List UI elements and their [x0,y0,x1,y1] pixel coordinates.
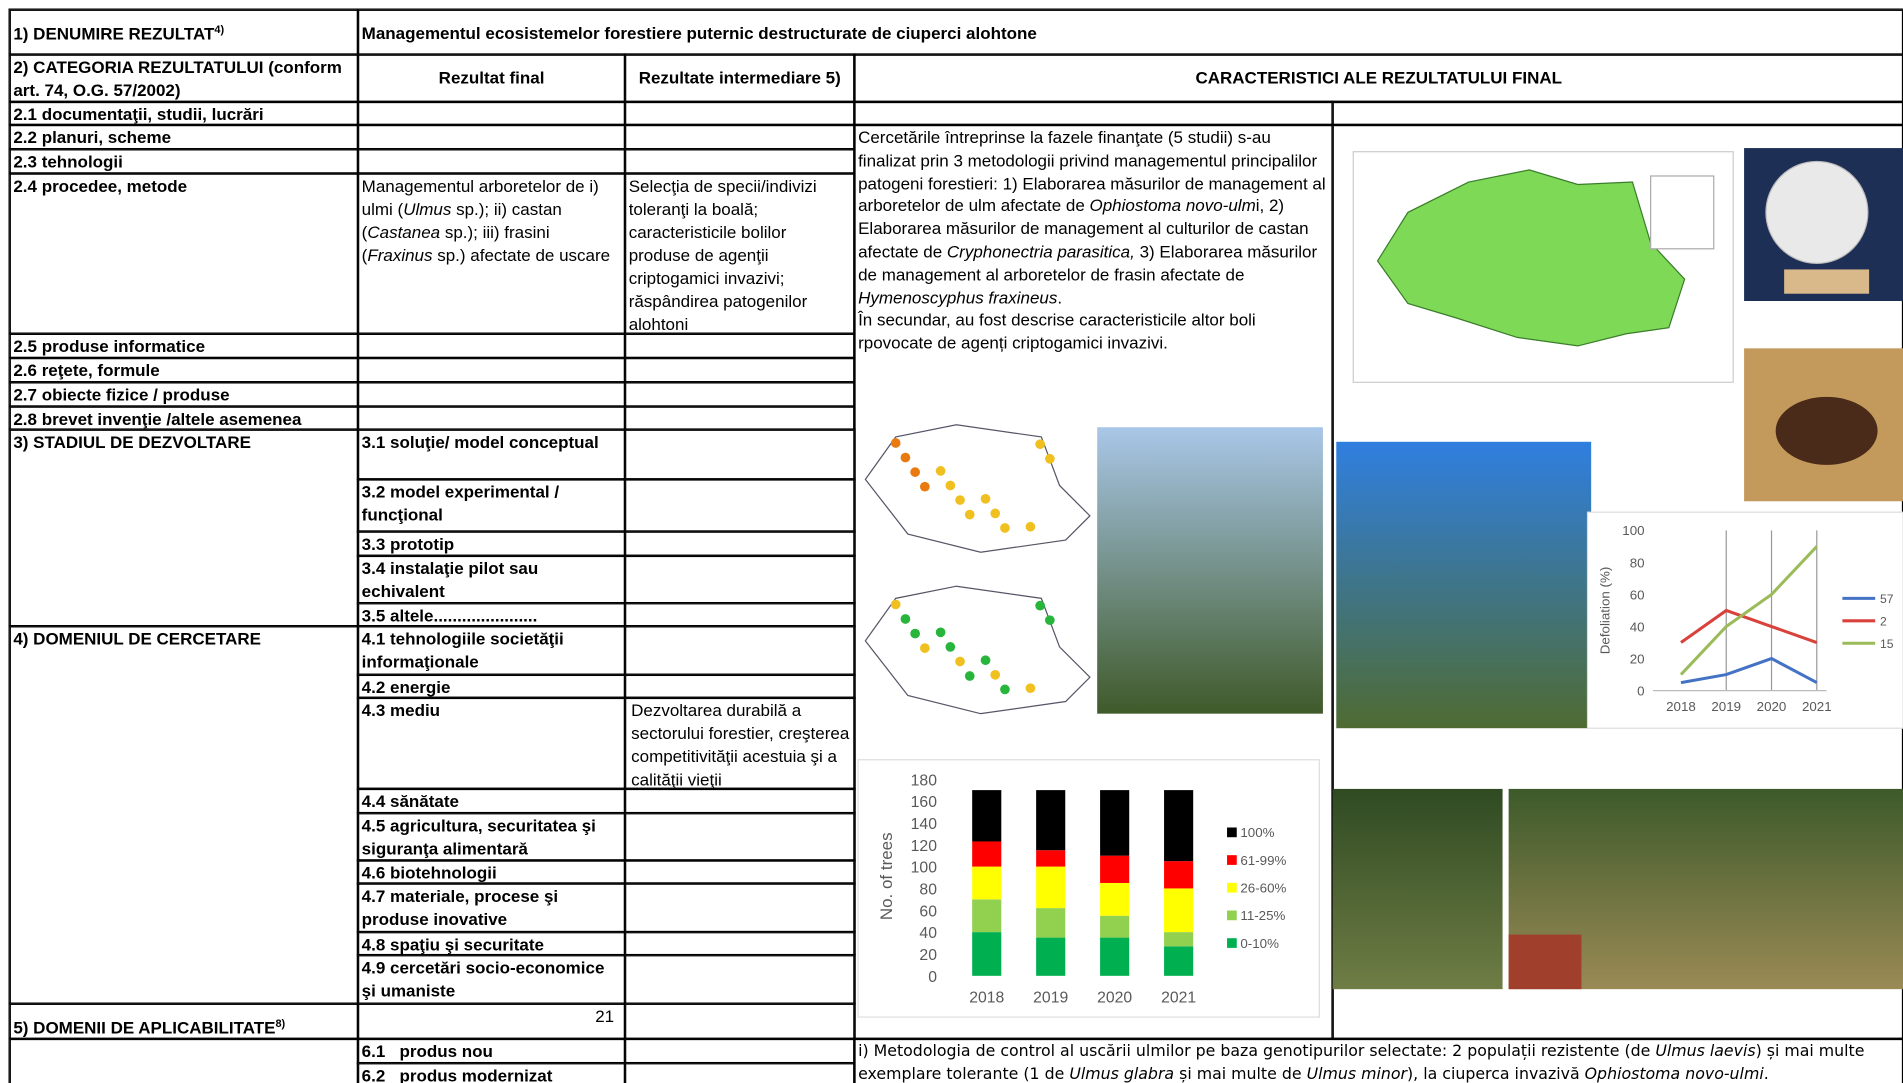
x-tick-label: 2021 [1802,699,1832,714]
bar-segment [1100,938,1129,976]
map-point [910,629,920,639]
legend-swatch [1227,938,1237,948]
map-point [990,509,1000,519]
map-point [1000,523,1010,533]
bar-segment [1164,861,1193,888]
map-point [1035,439,1045,449]
bar-segment [972,899,1001,932]
legend-swatch [1227,911,1237,921]
forest-photo [1333,789,1503,989]
map-point [1000,685,1010,695]
map-point [1035,601,1045,611]
y-tick-label: 180 [911,772,938,789]
bar-segment [1036,938,1065,976]
x-tick-label: 2019 [1711,699,1741,714]
map-point [891,600,901,610]
bar-segment [972,932,1001,976]
y-tick-label: 80 [919,881,937,898]
map-point [1026,522,1036,532]
y-tick-label: 100 [1622,523,1644,538]
legend-box [1651,176,1714,249]
legend-label: 100% [1240,825,1274,840]
map-point [981,494,991,504]
bar-segment [1036,790,1065,850]
map-point [990,670,1000,680]
document: 1) DENUMIRE REZULTAT4)Managementul ecosi… [0,0,1903,1083]
bar-segment [1100,916,1129,938]
map-point [901,453,911,463]
legend-swatch [1227,828,1237,838]
x-tick-label: 2020 [1097,990,1132,1007]
bar-segment [1036,908,1065,937]
map-point [901,614,911,624]
map-point [1026,683,1036,693]
y-tick-label: 140 [911,816,938,833]
y-tick-label: 40 [919,925,937,942]
map-point [891,438,901,448]
legend-swatch [1227,855,1237,865]
bar-segment [1100,883,1129,916]
y-tick-label: 160 [911,794,938,811]
bar-segment [1100,856,1129,883]
y-axis-label: Defoliation (%) [1597,567,1612,655]
bar-segment [1164,790,1193,861]
y-tick-label: 20 [919,947,937,964]
log-core [1776,397,1878,465]
x-tick-label: 2018 [969,990,1004,1007]
petri-dish [1766,161,1868,263]
map-point [920,643,930,653]
y-axis-label: No. of trees [877,832,896,920]
trees-photo [1097,427,1323,713]
building [1509,935,1582,990]
bar-segment [1036,867,1065,909]
bar-segment [1164,946,1193,975]
map-point [910,467,920,477]
y-tick-label: 60 [919,903,937,920]
y-tick-label: 120 [911,838,938,855]
map-point [920,482,930,492]
map-point [955,657,965,667]
bar-segment [1164,888,1193,932]
legend-label: 2 [1880,615,1887,629]
y-tick-label: 100 [911,860,938,877]
y-tick-label: 0 [928,969,937,986]
figures: 0204060801002018201920202021Defoliation … [0,0,1903,1083]
legend-label: 26-60% [1240,881,1286,896]
map-point [936,627,946,637]
trees-photo [1336,442,1591,728]
y-tick-label: 60 [1630,587,1645,602]
label-strip [1784,269,1869,293]
x-tick-label: 2021 [1161,990,1196,1007]
y-tick-label: 40 [1630,619,1645,634]
map-point [945,642,955,652]
bar-segment [1100,790,1129,856]
page: 1) DENUMIRE REZULTAT4)Managementul ecosi… [0,0,1903,1083]
x-tick-label: 2018 [1666,699,1696,714]
map-point [965,510,975,520]
y-tick-label: 0 [1637,683,1644,698]
map-point [1045,615,1055,625]
legend-label: 15 [1880,637,1894,651]
legend-label: 57 [1880,592,1894,606]
map-point [981,655,991,665]
map-point [955,495,965,505]
y-tick-label: 80 [1630,555,1645,570]
map-point [945,481,955,491]
legend-label: 61-99% [1240,853,1286,868]
legend-swatch [1227,883,1237,893]
bar-segment [972,790,1001,841]
bar-segment [1036,850,1065,866]
y-tick-label: 20 [1630,651,1645,666]
bar-segment [972,867,1001,900]
x-tick-label: 2020 [1757,699,1787,714]
map-point [1045,454,1055,464]
legend-label: 11-25% [1240,908,1285,923]
x-tick-label: 2019 [1033,990,1068,1007]
map-point [936,466,946,476]
legend-label: 0-10% [1240,936,1279,951]
map-point [965,671,975,681]
bar-segment [1164,932,1193,946]
bar-segment [972,841,1001,866]
